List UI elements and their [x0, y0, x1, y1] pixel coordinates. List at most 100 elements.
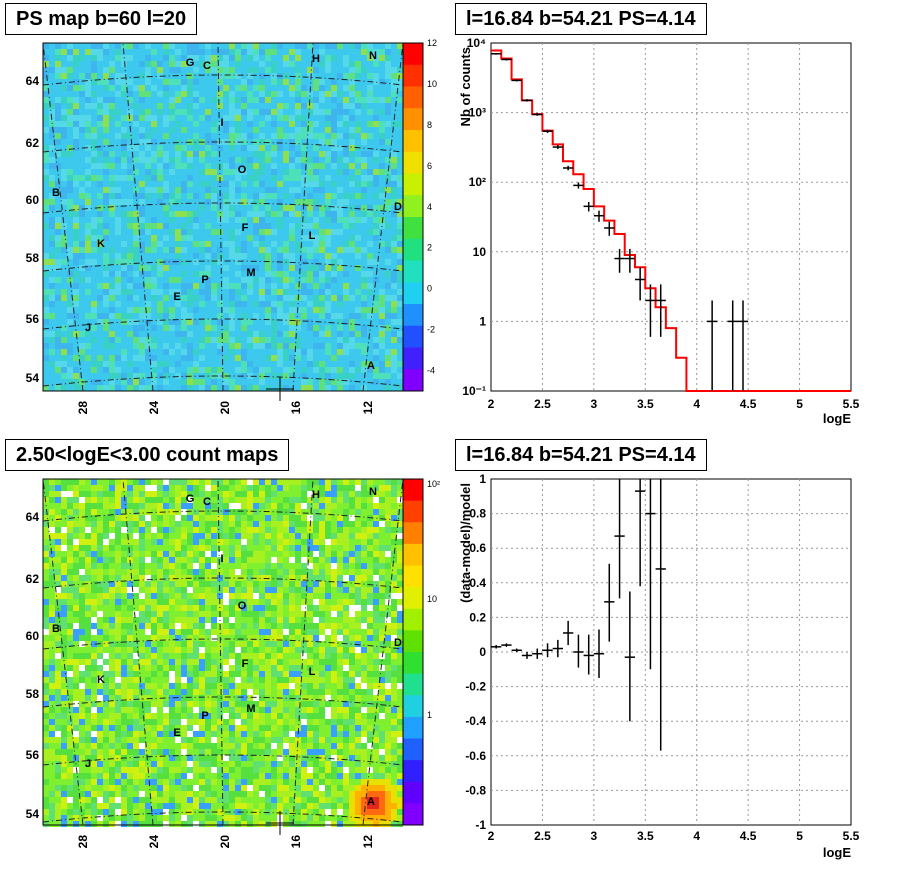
x-tick-label: 2.5 — [534, 397, 551, 411]
x-tick-label: 28 — [76, 401, 90, 415]
y-tick-label: 0 — [479, 645, 486, 659]
x-tick-label: 2 — [488, 397, 495, 411]
y-tick-label: 54 — [26, 371, 40, 385]
x-axis-label: logE — [823, 845, 851, 860]
source-label: H — [312, 489, 320, 501]
colorbar-tick-label: 12 — [427, 38, 437, 48]
y-tick-label: 10⁴ — [467, 36, 486, 50]
source-label: L — [309, 230, 316, 242]
y-tick-label: -0.6 — [465, 749, 486, 763]
source-label: I — [220, 117, 223, 129]
x-tick-label: 5 — [796, 829, 803, 843]
source-label: F — [242, 222, 249, 234]
x-tick-label: 4.5 — [740, 397, 757, 411]
x-tick-label: 3.5 — [637, 829, 654, 843]
y-tick-label: 56 — [26, 748, 40, 762]
source-label: E — [173, 291, 180, 303]
x-tick-label: 5.5 — [843, 397, 860, 411]
colorbar-tick-label: -4 — [427, 366, 435, 376]
colorbar-tick-label: 2 — [427, 243, 432, 253]
y-tick-label: 10 — [473, 245, 487, 259]
data-points — [491, 52, 749, 391]
y-tick-label: 54 — [26, 807, 40, 821]
y-tick-label: 10³ — [469, 106, 486, 120]
colorbar-tick-label: -2 — [427, 325, 435, 335]
y-tick-label: 10² — [469, 175, 486, 189]
y-tick-label: 60 — [26, 629, 40, 643]
y-tick-label: 0.2 — [469, 610, 486, 624]
y-tick-label: 56 — [26, 312, 40, 326]
x-tick-label: 28 — [76, 835, 90, 849]
x-tick-label: 24 — [147, 835, 161, 849]
x-tick-label: 20 — [218, 835, 232, 849]
y-tick-label: 64 — [26, 510, 40, 524]
x-tick-label: 16 — [289, 401, 303, 415]
y-tick-label: 58 — [26, 687, 40, 701]
y-tick-label: 0.6 — [469, 541, 486, 555]
source-label: B — [52, 187, 60, 199]
source-label: E — [173, 727, 180, 739]
count-map-title: 2.50<logE<3.00 count maps — [5, 439, 290, 471]
x-tick-label: 2.5 — [534, 829, 551, 843]
x-tick-label: 16 — [289, 835, 303, 849]
residual-points — [491, 479, 666, 751]
colorbar-tick-label: 0 — [427, 284, 432, 294]
x-tick-label: 3 — [591, 829, 598, 843]
y-tick-label: -0.4 — [465, 714, 486, 728]
x-tick-label: 3.5 — [637, 397, 654, 411]
residual-title: l=16.84 b=54.21 PS=4.14 — [455, 439, 707, 471]
ps-map-title: PS map b=60 l=20 — [5, 3, 198, 35]
y-tick-label: 62 — [26, 136, 40, 150]
source-label: D — [394, 637, 402, 649]
source-label: K — [97, 238, 105, 250]
x-tick-label: 3 — [591, 397, 598, 411]
ps-map-heatmap — [43, 43, 403, 391]
x-axis-label: logE — [823, 411, 851, 426]
colorbar-tick-label: 10 — [427, 79, 437, 89]
source-label: G — [186, 493, 195, 505]
x-tick-label: 4 — [693, 829, 700, 843]
colorbar — [403, 43, 423, 392]
x-tick-label: 12 — [361, 401, 375, 415]
y-tick-label: 60 — [26, 193, 40, 207]
y-axis-label: (data-model)/model — [458, 483, 473, 603]
y-tick-label: -0.8 — [465, 783, 486, 797]
source-label: M — [246, 267, 255, 279]
model-step-line — [491, 49, 851, 392]
source-label: C — [203, 496, 211, 508]
colorbar-frame — [402, 478, 424, 826]
spectrum-plot-area — [490, 42, 852, 392]
x-tick-label: 12 — [361, 835, 375, 849]
x-tick-label: 5.5 — [843, 829, 860, 843]
source-label: J — [85, 758, 91, 770]
source-label: H — [312, 53, 320, 65]
x-tick-label: 4.5 — [740, 829, 757, 843]
residual-grid — [491, 479, 851, 825]
source-label: A — [367, 796, 375, 808]
colorbar — [403, 479, 423, 826]
colorbar-tick-label: 8 — [427, 120, 432, 130]
source-label: O — [238, 600, 247, 612]
y-tick-label: 0.4 — [469, 576, 486, 590]
spectrum-grid — [491, 43, 851, 391]
x-tick-label: 24 — [147, 401, 161, 415]
y-axis-label: Nb of counts — [458, 47, 473, 126]
source-label: J — [85, 322, 91, 334]
y-tick-label: 1 — [479, 472, 486, 486]
source-label: M — [246, 703, 255, 715]
y-tick-label: 62 — [26, 572, 40, 586]
source-label: K — [97, 674, 105, 686]
spectrum-title: l=16.84 b=54.21 PS=4.14 — [455, 3, 707, 35]
colorbar-tick-label: 10² — [427, 479, 440, 489]
source-label: D — [394, 201, 402, 213]
graticule — [42, 42, 404, 392]
x-tick-label: 20 — [218, 401, 232, 415]
source-label: P — [201, 274, 208, 286]
y-tick-label: -1 — [475, 818, 486, 832]
y-tick-label: 1 — [479, 314, 486, 328]
count-map-heatmap — [43, 479, 403, 827]
source-label: P — [201, 710, 208, 722]
colorbar-tick-label: 10 — [427, 594, 437, 604]
source-label: B — [52, 623, 60, 635]
